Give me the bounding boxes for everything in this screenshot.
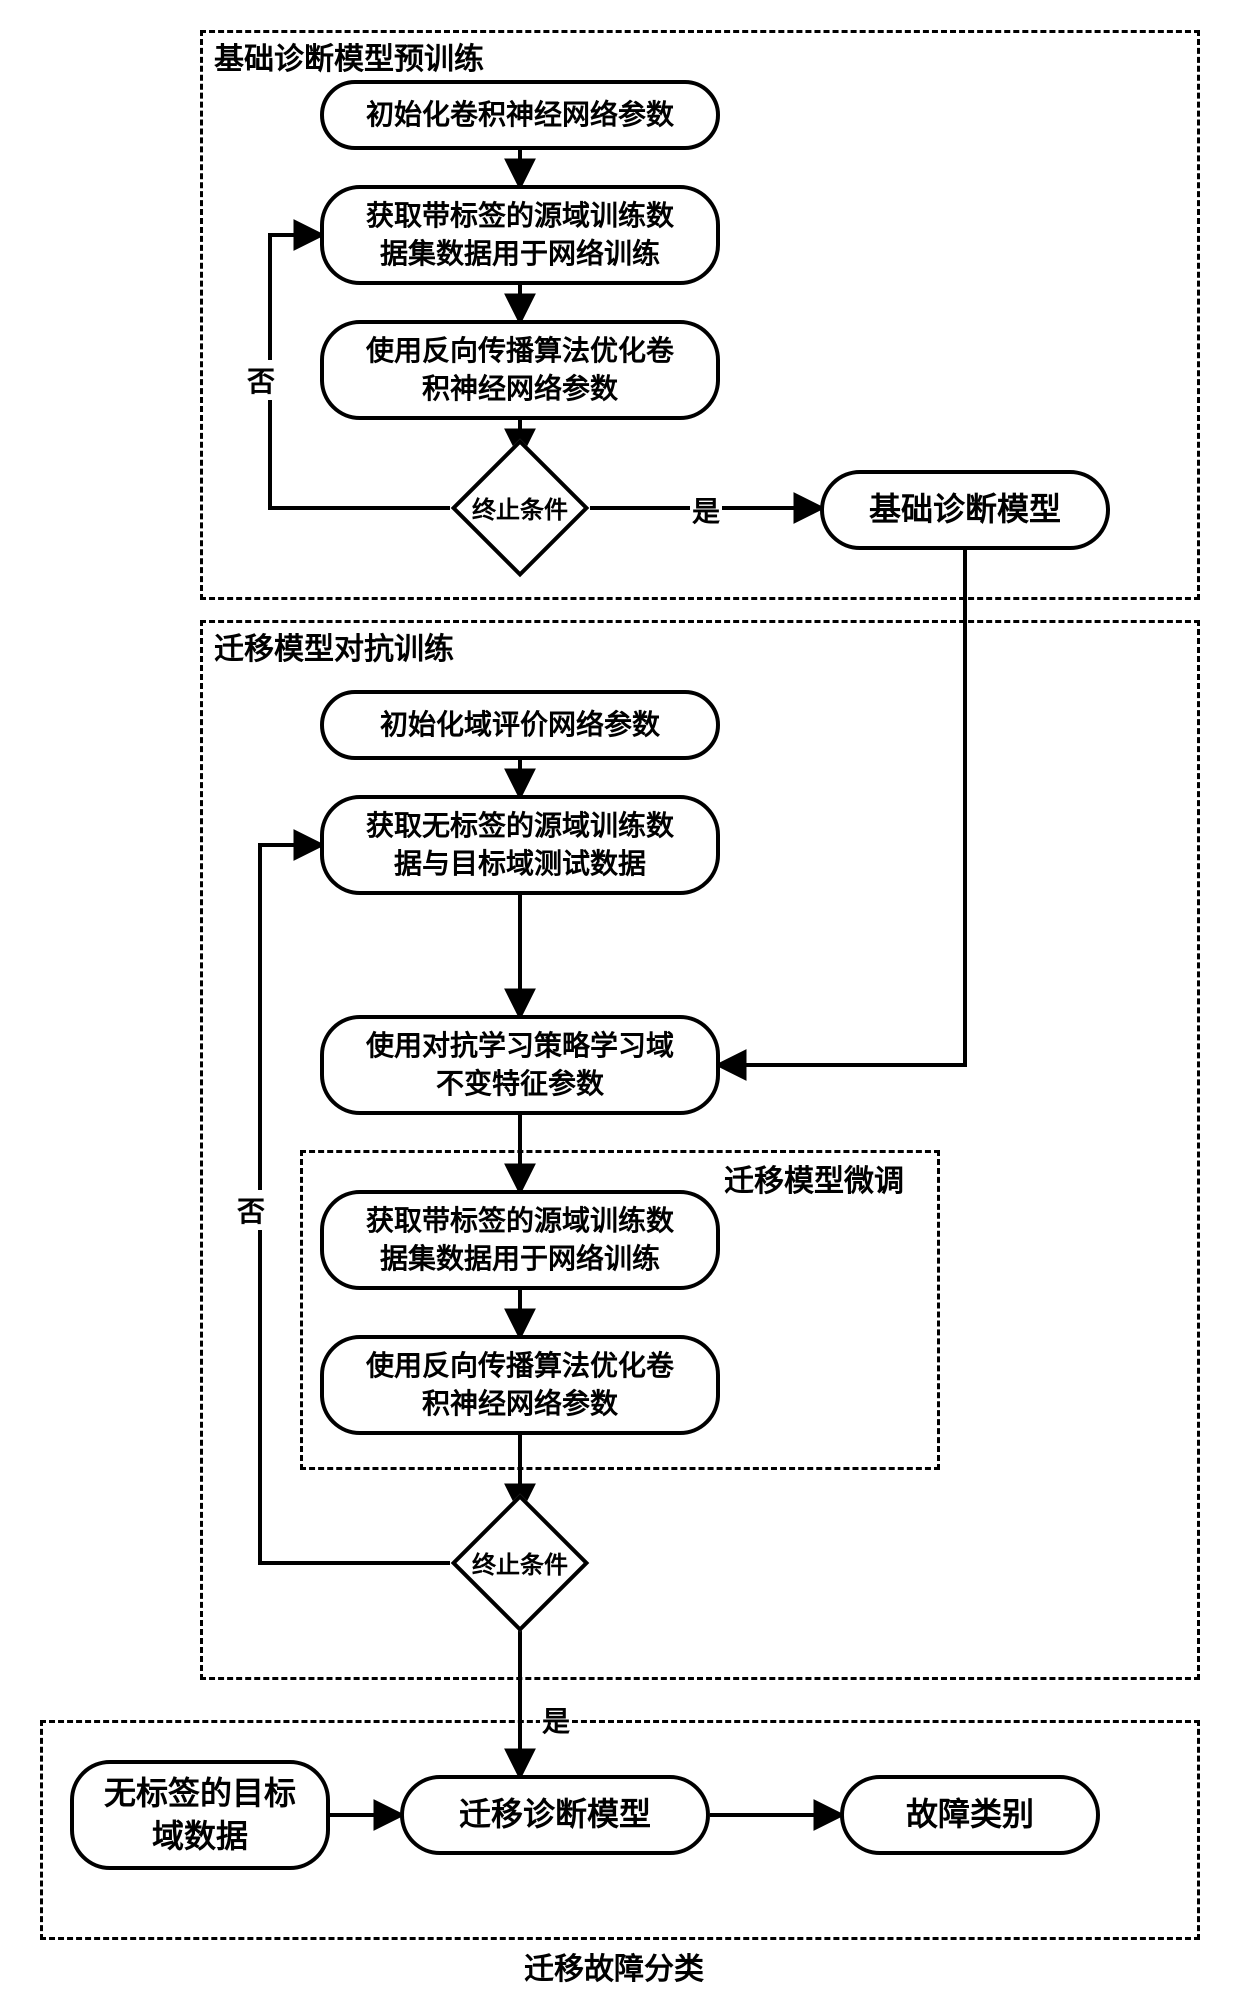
node-n2: 获取带标签的源域训练数据集数据用于网络训练 bbox=[320, 185, 720, 285]
edge-label-11: 否 bbox=[235, 1190, 267, 1230]
node-n5: 初始化域评价网络参数 bbox=[320, 690, 720, 760]
edge-label-12: 是 bbox=[540, 1700, 572, 1740]
decision-label-d2: 终止条件 bbox=[472, 1545, 568, 1580]
decision-label-d1: 终止条件 bbox=[472, 490, 568, 525]
group-title-g2: 迁移模型对抗训练 bbox=[210, 624, 458, 668]
node-n4: 基础诊断模型 bbox=[820, 470, 1110, 550]
node-n12: 故障类别 bbox=[840, 1775, 1100, 1855]
node-n8: 获取带标签的源域训练数据集数据用于网络训练 bbox=[320, 1190, 720, 1290]
node-n1: 初始化卷积神经网络参数 bbox=[320, 80, 720, 150]
node-n7: 使用对抗学习策略学习域不变特征参数 bbox=[320, 1015, 720, 1115]
node-n9: 使用反向传播算法优化卷积神经网络参数 bbox=[320, 1335, 720, 1435]
edge-label-3: 是 bbox=[690, 490, 722, 530]
edge-label-4: 否 bbox=[245, 360, 277, 400]
decision-d1: 终止条件 bbox=[450, 455, 590, 560]
node-n11: 迁移诊断模型 bbox=[400, 1775, 710, 1855]
node-n3: 使用反向传播算法优化卷积神经网络参数 bbox=[320, 320, 720, 420]
node-n10: 无标签的目标域数据 bbox=[70, 1760, 330, 1870]
node-n6: 获取无标签的源域训练数据与目标域测试数据 bbox=[320, 795, 720, 895]
group-title-g3: 迁移模型微调 bbox=[720, 1156, 908, 1200]
group-title-g4: 迁移故障分类 bbox=[520, 1944, 708, 1988]
decision-d2: 终止条件 bbox=[450, 1510, 590, 1615]
group-title-g1: 基础诊断模型预训练 bbox=[210, 34, 488, 78]
